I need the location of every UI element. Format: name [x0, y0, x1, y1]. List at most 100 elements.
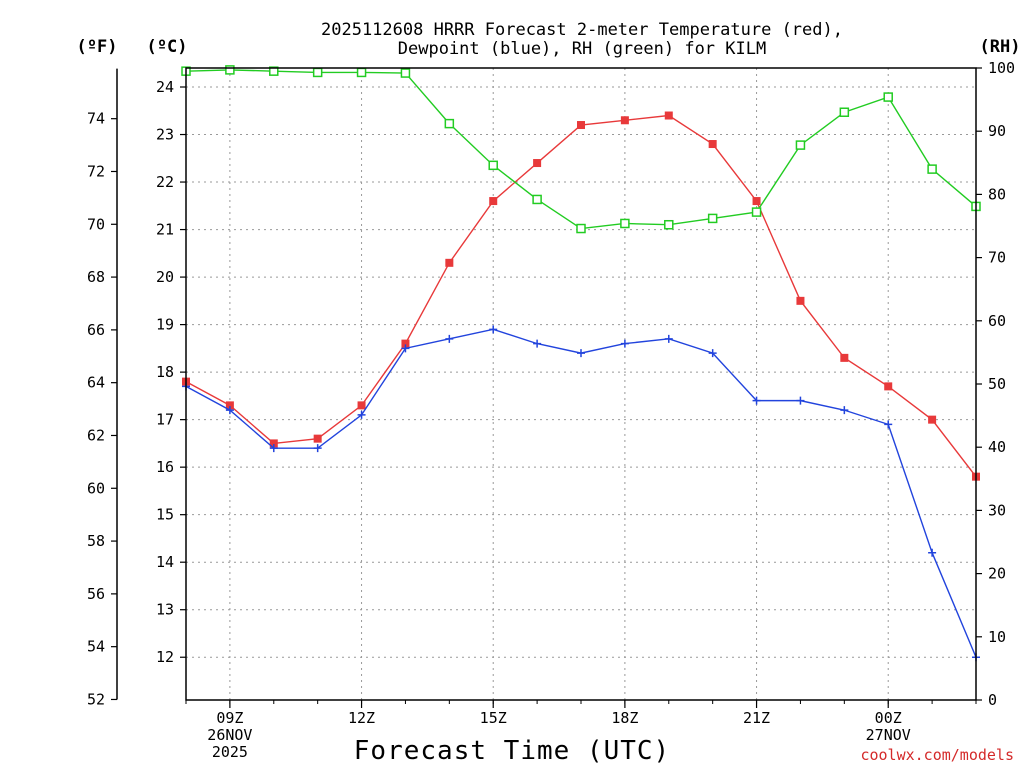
relative-humidity-point	[839, 107, 850, 117]
relative-humidity-point	[356, 67, 367, 78]
fahrenheit-tick-label: 54	[87, 638, 105, 656]
celsius-tick-label: 14	[156, 553, 174, 571]
relative-humidity-point	[532, 194, 542, 205]
celsius-tick-label: 16	[156, 458, 174, 476]
celsius-tick-label: 20	[156, 268, 174, 286]
dewpoint-point	[664, 334, 673, 343]
relative-humidity-line	[185, 69, 977, 230]
temperature-point	[708, 140, 717, 149]
temperature-point	[620, 116, 629, 125]
temperature-point	[357, 401, 366, 410]
dewpoint-point	[445, 334, 454, 343]
relative-humidity-point	[225, 65, 235, 75]
temperature-point	[884, 382, 893, 391]
temperature-point	[664, 111, 673, 120]
data-series	[181, 65, 981, 662]
temperature-point	[752, 197, 761, 206]
fahrenheit-axis-unit: (ºF)	[77, 37, 118, 57]
fahrenheit-tick-label: 70	[87, 215, 105, 233]
dewpoint-point	[577, 349, 585, 358]
x-tick-label: 00Z	[875, 709, 902, 727]
relative-humidity-point	[269, 66, 279, 76]
x-tick-label: 26NOV	[207, 726, 252, 744]
temperature-point	[928, 415, 937, 424]
fahrenheit-tick-label: 62	[87, 426, 105, 444]
rh-tick-label: 50	[988, 375, 1006, 393]
rh-tick-label: 30	[988, 501, 1006, 519]
rh-tick-label: 60	[988, 312, 1006, 330]
fahrenheit-tick-label: 60	[87, 479, 105, 497]
relative-humidity-point	[927, 164, 937, 174]
fahrenheit-tick-label: 52	[87, 690, 105, 708]
dewpoint-point	[840, 406, 849, 415]
x-tick-label: 09Z	[216, 709, 243, 727]
x-axis-label: Forecast Time (UTC)	[354, 736, 670, 766]
celsius-tick-label: 23	[156, 126, 174, 144]
relative-humidity-point	[664, 219, 674, 230]
dewpoint-point	[620, 339, 629, 348]
rh-axis-unit: (RH)	[980, 37, 1021, 57]
chart-title-line2: Dewpoint (blue), RH (green) for KILM	[398, 39, 766, 59]
x-tick-label: 12Z	[348, 709, 375, 727]
temperature-point	[445, 258, 454, 267]
relative-humidity-point	[312, 67, 323, 78]
fahrenheit-tick-label: 74	[87, 110, 105, 128]
source-credit: coolwx.com/models	[860, 746, 1014, 764]
dewpoint-point	[928, 548, 937, 557]
x-tick-label: 2025	[212, 743, 248, 761]
temperature-point	[489, 197, 498, 206]
celsius-tick-label: 18	[156, 363, 174, 381]
relative-humidity-point	[795, 140, 806, 150]
temperature-line	[185, 114, 977, 478]
dewpoint-point	[533, 339, 542, 348]
relative-humidity-point	[444, 118, 455, 129]
rh-tick-label: 100	[988, 59, 1015, 77]
rh-tick-label: 80	[988, 185, 1006, 203]
x-tick-label: 21Z	[743, 709, 770, 727]
x-tick-label: 15Z	[480, 709, 507, 727]
celsius-tick-label: 15	[156, 506, 174, 524]
dewpoint-point	[489, 325, 498, 334]
relative-humidity-point	[488, 160, 498, 171]
dewpoint-point	[401, 344, 410, 353]
dewpoint-point	[313, 444, 322, 453]
dewpoint-point	[752, 396, 761, 405]
fahrenheit-tick-label: 68	[87, 268, 105, 286]
temperature-point	[533, 159, 542, 168]
gridlines	[186, 68, 976, 700]
celsius-tick-label: 22	[156, 173, 174, 191]
celsius-tick-label: 12	[156, 648, 174, 666]
temperature-point	[796, 296, 805, 305]
rh-tick-label: 70	[988, 249, 1006, 267]
rh-tick-label: 10	[988, 628, 1006, 646]
chart-title-line1: 2025112608 HRRR Forecast 2-meter Tempera…	[321, 20, 843, 40]
temperature-point	[577, 121, 585, 130]
temperature-point	[313, 434, 322, 443]
celsius-tick-label: 19	[156, 316, 174, 334]
dewpoint-point	[884, 420, 893, 429]
relative-humidity-point	[883, 92, 893, 102]
fahrenheit-tick-label: 56	[87, 585, 105, 603]
rh-tick-label: 90	[988, 122, 1006, 140]
celsius-tick-label: 21	[156, 221, 174, 239]
plot-frame	[185, 67, 977, 701]
rh-tick-label: 40	[988, 438, 1006, 456]
temperature-point	[269, 439, 278, 448]
fahrenheit-tick-label: 64	[87, 374, 105, 392]
temperature-point	[840, 353, 849, 362]
celsius-tick-label: 17	[156, 411, 174, 429]
relative-humidity-point	[751, 207, 762, 217]
temperature-point	[225, 401, 234, 410]
celsius-tick-label: 13	[156, 601, 174, 619]
fahrenheit-tick-label: 72	[87, 162, 105, 180]
relative-humidity-point	[400, 68, 411, 78]
axes: 52 54 56 58 60 62 64 66 68 70 72 74 12 13 14 15 16 17 18 19…	[87, 59, 1015, 761]
rh-tick-label: 0	[988, 691, 997, 709]
fahrenheit-tick-label: 66	[87, 321, 105, 339]
dewpoint-point	[269, 444, 278, 453]
x-tick-label: 18Z	[611, 709, 638, 727]
dewpoint-point	[357, 410, 366, 419]
temperature-point	[401, 339, 410, 348]
dewpoint-line	[185, 328, 977, 658]
